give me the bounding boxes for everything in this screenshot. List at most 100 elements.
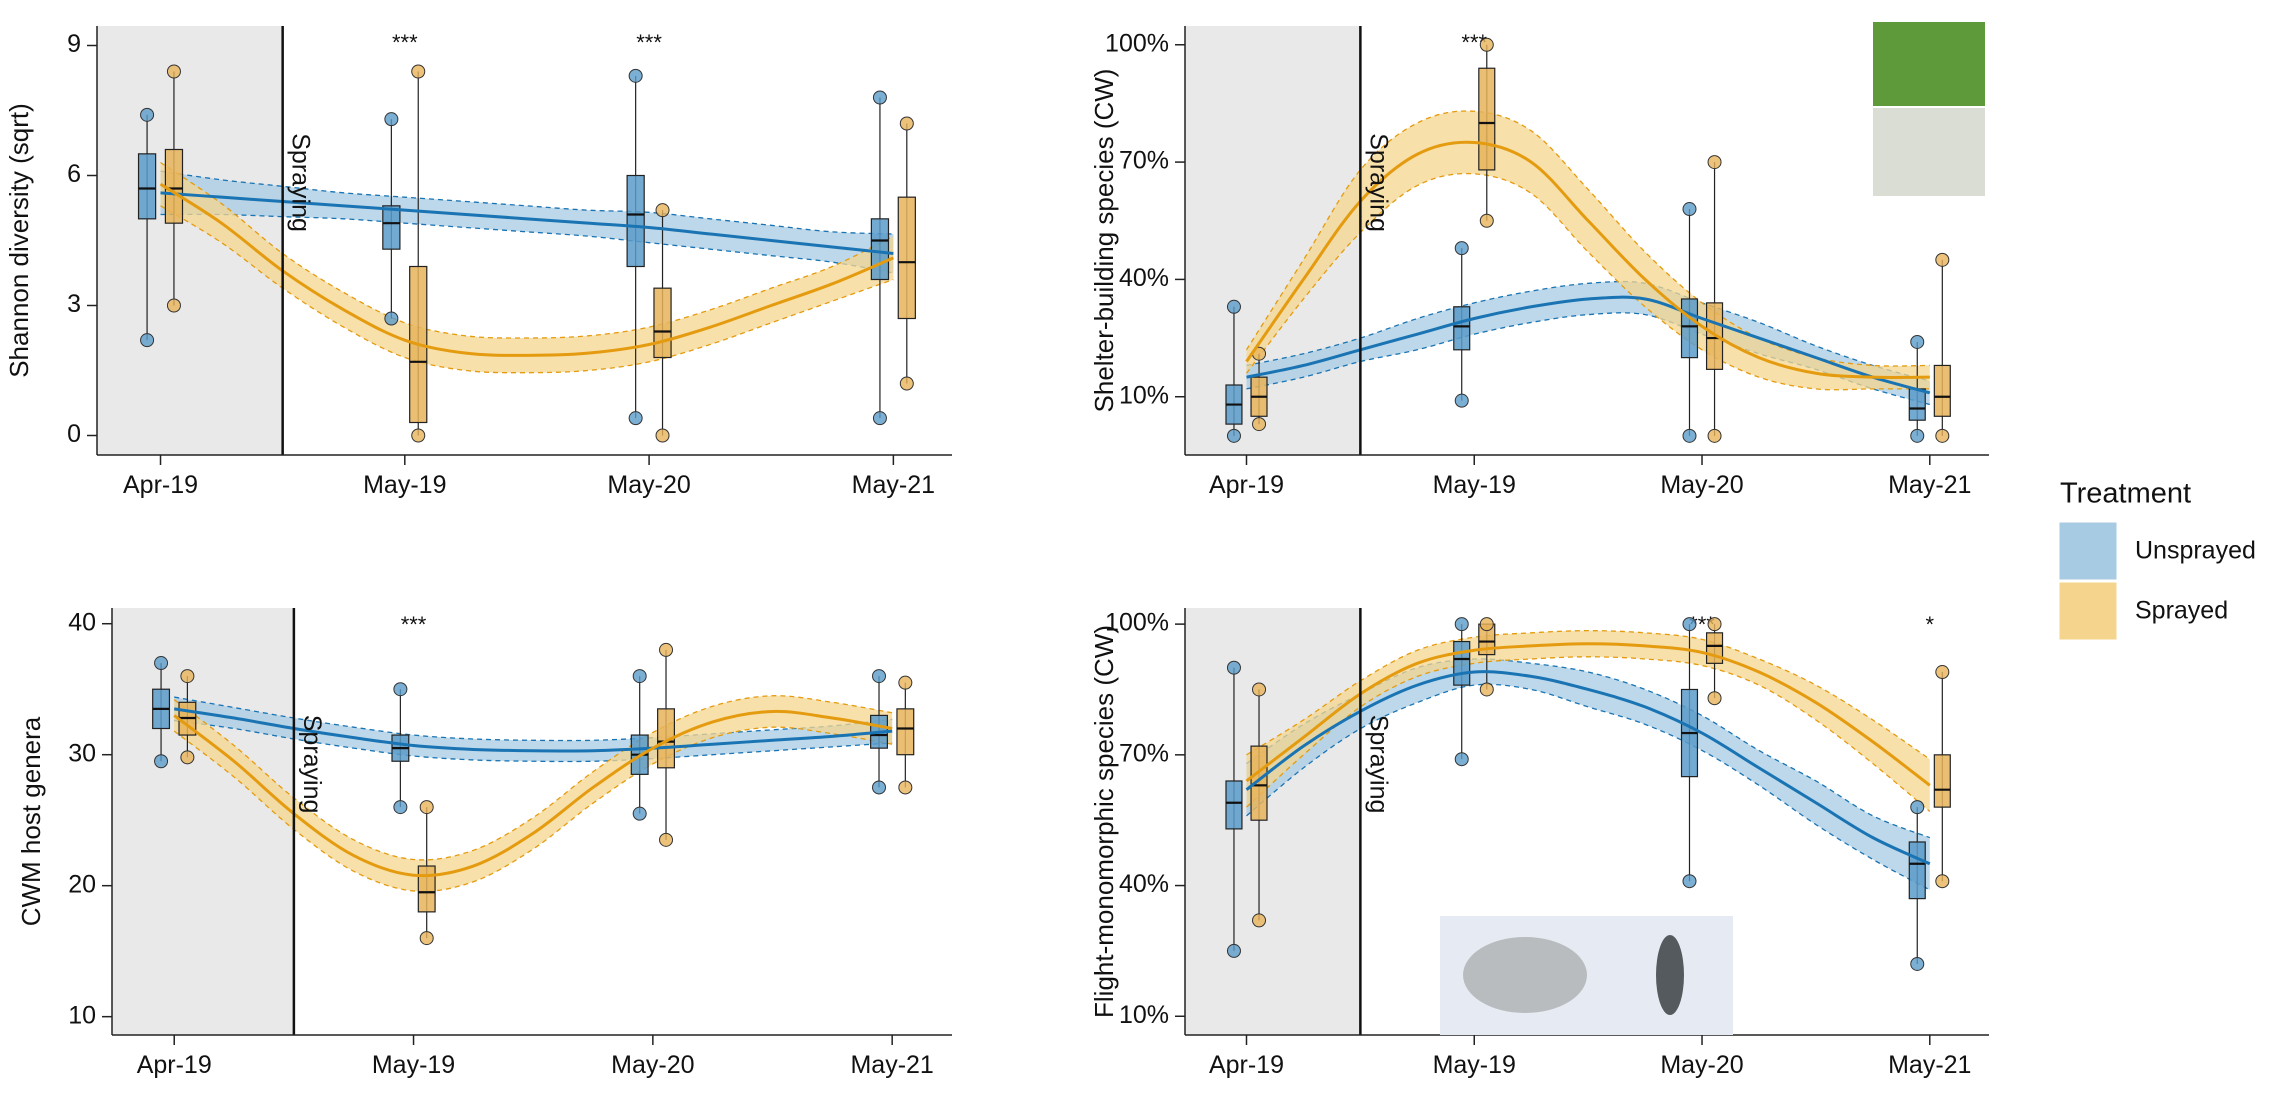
box-extreme-point [140,333,155,348]
box-extreme-point [1682,428,1697,443]
x-tick-label: May-19 [363,471,446,499]
x-tick-label: May-21 [850,1051,933,1079]
box-extreme-point [384,112,399,127]
spray-label: Spraying [298,715,326,814]
box-extreme-point [899,116,914,131]
box-extreme-point [872,411,887,426]
y-tick-label: 9 [67,30,81,58]
x-tick-label: Apr-19 [137,1051,212,1079]
ribbon-edge [1246,656,1931,812]
box-extreme-point [1252,913,1267,928]
confidence-ribbon [1246,110,1930,390]
box-extreme-point [872,90,887,105]
y-tick-label: 100% [1105,29,1169,57]
ribbon-edge [1245,172,1930,391]
pre-spray-shade [112,608,294,1035]
box-extreme-point [1252,417,1267,432]
pre-spray-shade [1185,608,1361,1035]
x-tick-label: May-19 [1433,1051,1516,1079]
x-tick-label: Apr-19 [1209,471,1284,499]
box-extreme-point [393,682,408,697]
box-extreme-point [1454,241,1469,256]
box-extreme-point [659,642,674,657]
box-extreme-point [632,669,647,684]
significance-label: *** [392,30,418,55]
box [1225,780,1243,830]
legend-label: Unsprayed [2135,537,2256,565]
y-tick-label: 30 [68,739,96,767]
photo [1873,108,1985,196]
box [653,287,672,359]
box-extreme-point [393,800,408,815]
box [896,708,915,756]
box-extreme-point [659,832,674,847]
box-extreme-point [384,311,399,326]
ribbon-edge [1246,658,1931,839]
y-tick-label: 10 [68,1001,96,1029]
box-extreme-point [1454,393,1469,408]
box-extreme-point [1454,752,1469,767]
box [626,174,645,268]
box-extreme-point [1935,428,1950,443]
spray-label: Spraying [287,133,315,232]
box [1453,640,1471,686]
box-extreme-point [1479,682,1494,697]
moth-icon [1656,935,1684,1015]
spray-label: Spraying [1364,715,1392,814]
box-extreme-point [898,780,913,795]
ribbon-edge [1246,683,1931,891]
x-tick-label: May-20 [1660,471,1743,499]
box-extreme-point [1226,299,1241,314]
y-tick-label: 20 [68,870,96,898]
x-tick-label: Apr-19 [123,471,198,499]
box-extreme-point [899,376,914,391]
box [137,153,157,220]
moth-icon [1463,937,1587,1013]
x-tick-label: May-19 [372,1051,455,1079]
significance-label: *** [636,30,662,55]
legend-title: Treatment [2060,478,2191,510]
box-extreme-point [419,800,434,815]
significance-label: *** [401,612,427,637]
box [870,218,890,281]
y-tick-label: 10% [1119,1001,1169,1029]
box [1250,745,1268,821]
box-extreme-point [154,656,169,671]
box-extreme-point [1226,943,1241,958]
box-extreme-point [1226,660,1241,675]
box-extreme-point [632,806,647,821]
spray-label: Spraying [1364,133,1392,232]
box-extreme-point [154,754,169,769]
confidence-ribbon [160,171,894,273]
box-extreme-point [1682,874,1697,889]
box-extreme-point [628,411,643,426]
box-extreme-point [1707,691,1722,706]
box-extreme-point [872,780,887,795]
box [1680,298,1699,359]
x-tick-label: Apr-19 [1209,1051,1284,1079]
plots: 0 3 6 9 Apr-19 May-19 *** May-20 *** May-21 Sprayi… [4,26,2256,1079]
y-tick-label: 40% [1119,264,1169,292]
box-extreme-point [180,669,195,684]
x-tick-label: May-21 [1888,1051,1971,1079]
box-extreme-point [140,107,155,122]
y-axis-label: Flight-monomorphic species (CW) [1089,625,1119,1018]
box-extreme-point [1935,252,1950,267]
legend-key [2059,522,2117,580]
box-extreme-point [411,64,426,79]
box-extreme-point [1454,617,1469,632]
ribbon-edge [160,170,894,235]
y-axis-label: Shelter-building species (CW) [1089,69,1119,413]
x-tick-label: May-19 [1433,471,1516,499]
x-tick-label: May-20 [1660,1051,1743,1079]
fitted-line [1245,140,1930,379]
confidence-ribbon [160,162,894,373]
y-tick-label: 40 [68,608,96,636]
box-extreme-point [898,675,913,690]
y-tick-label: 0 [67,420,81,448]
significance-label: * [1926,612,1935,637]
box-extreme-point [1935,874,1950,889]
box-extreme-point [655,203,670,218]
box [1933,754,1951,808]
box [1453,306,1471,351]
